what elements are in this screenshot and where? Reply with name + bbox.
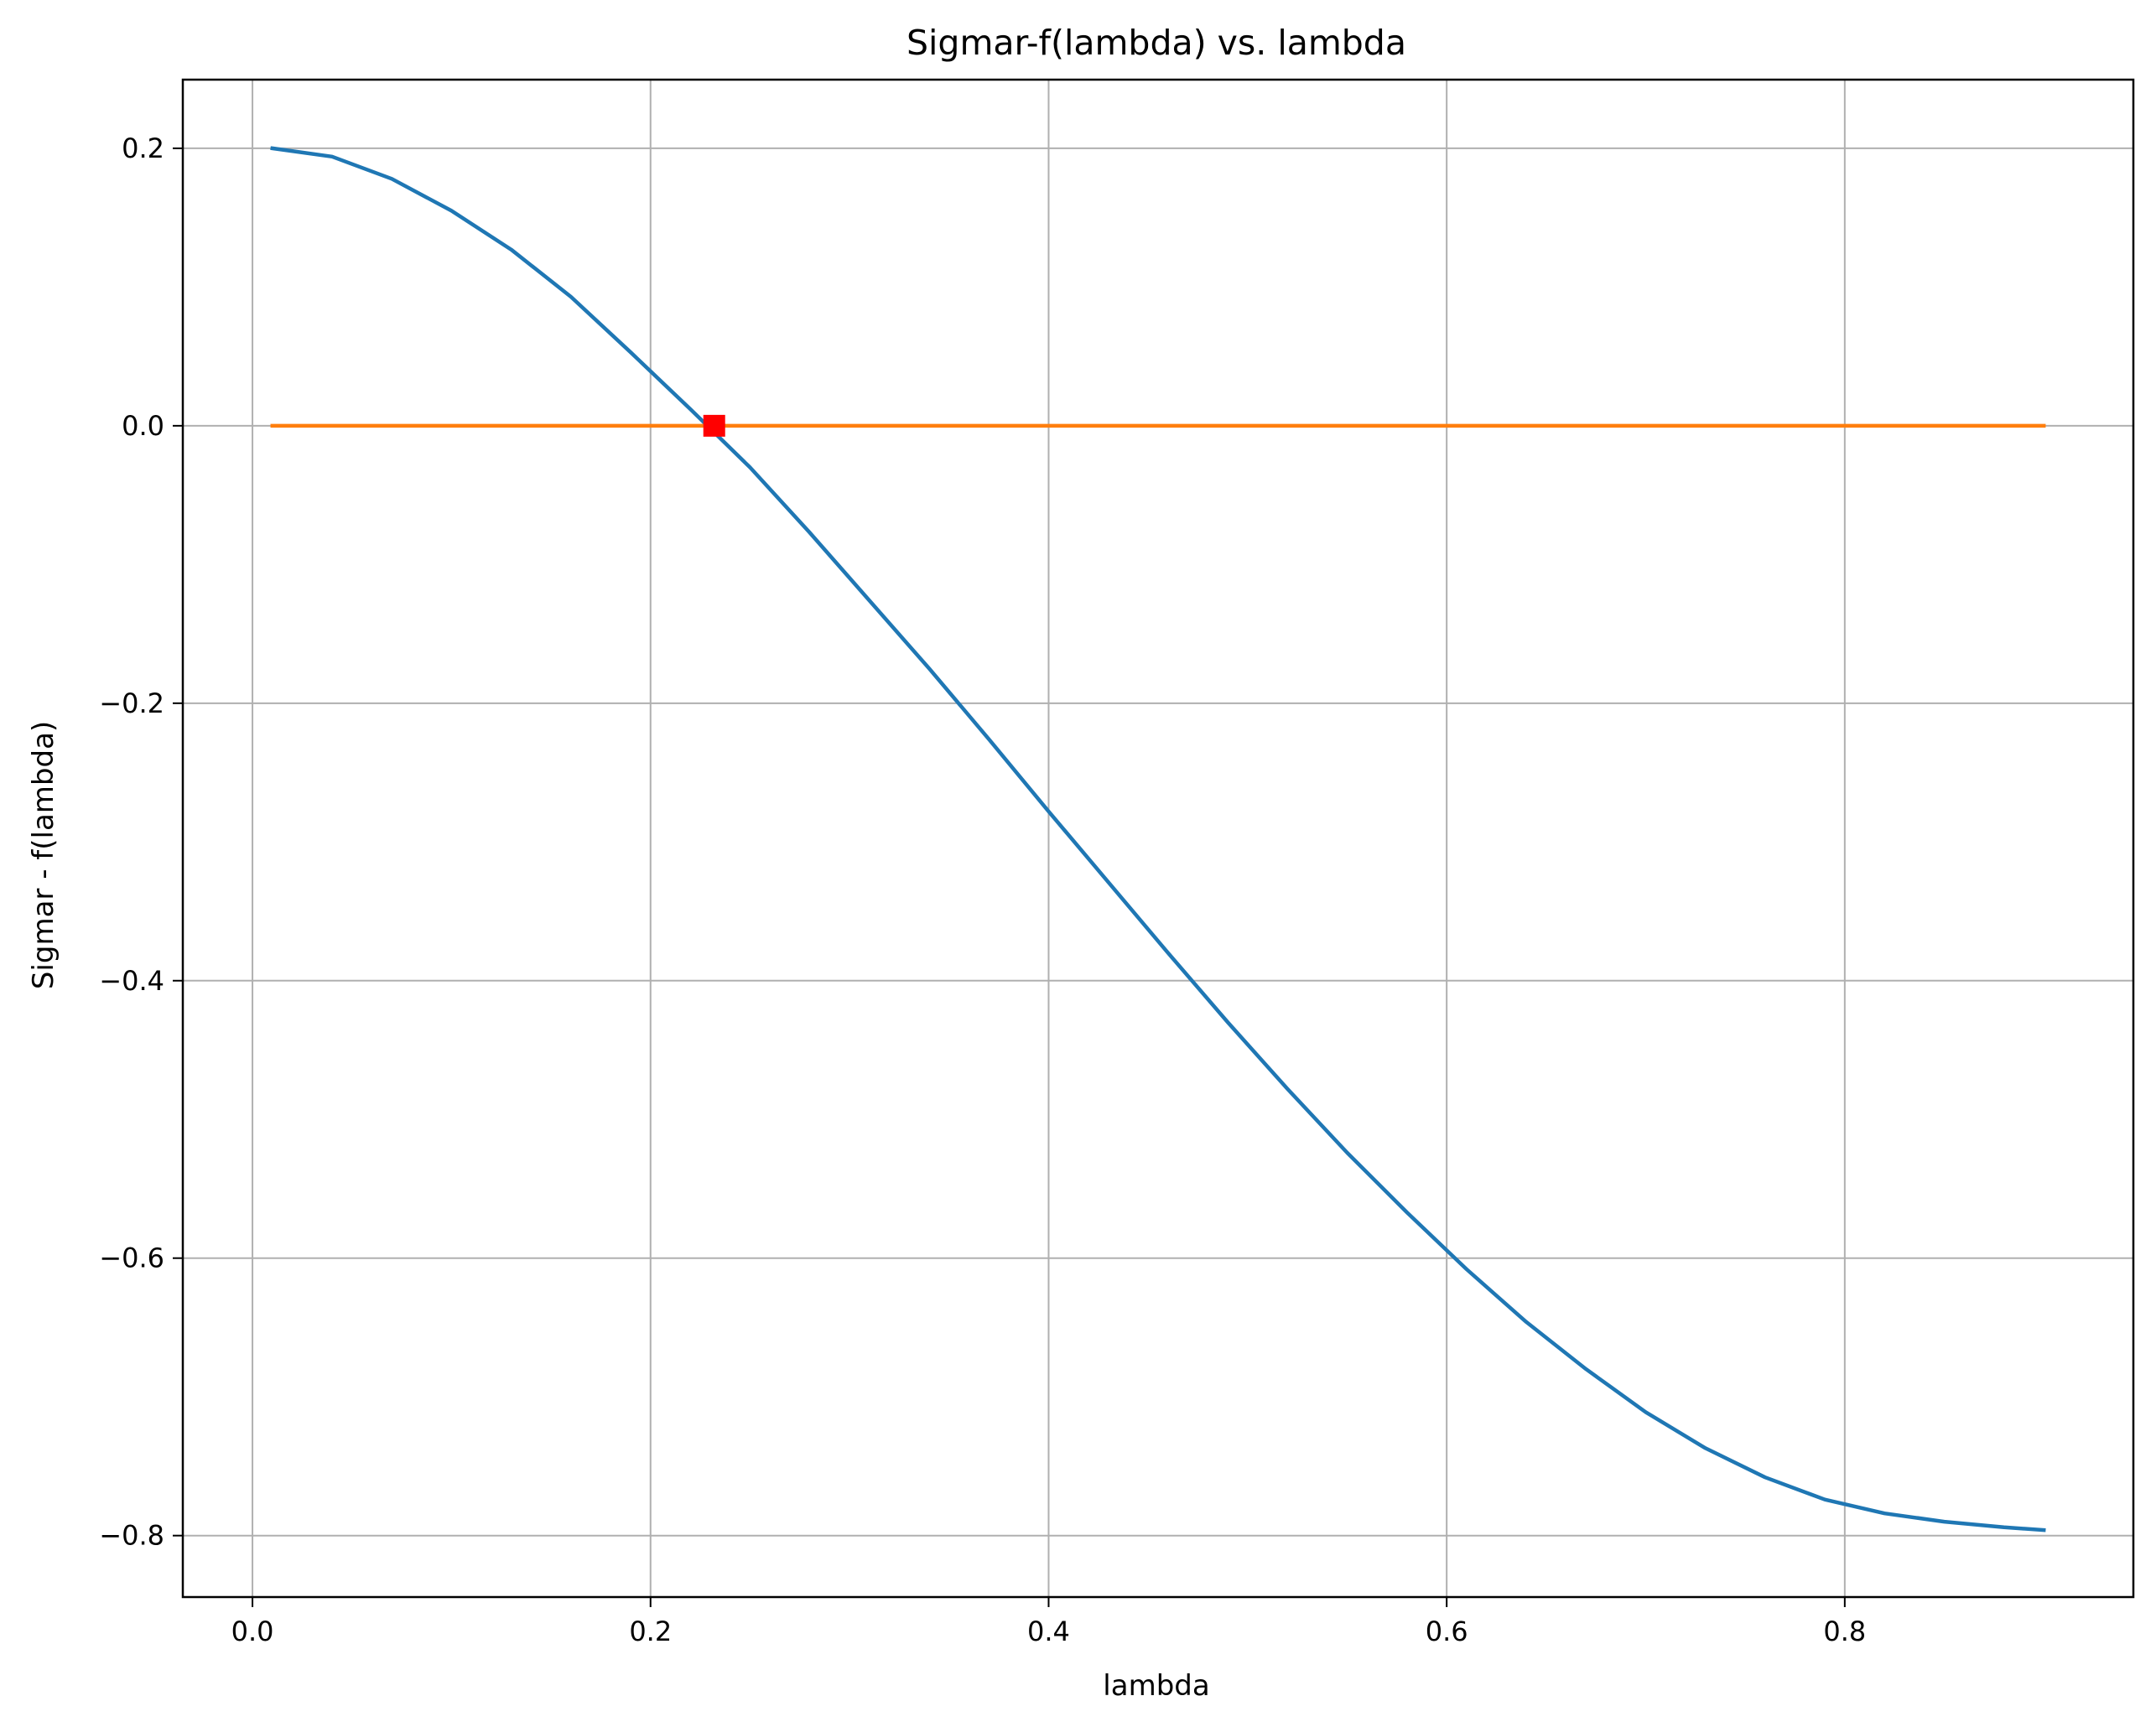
- x-tick-label: 0.8: [1823, 1615, 1866, 1647]
- y-axis-label: Sigmar - f(lambda): [27, 721, 60, 989]
- y-tick-label: −0.4: [99, 965, 164, 997]
- marker-layer: [703, 414, 725, 437]
- y-tick-label: 0.2: [122, 132, 164, 164]
- x-axis-label: lambda: [1103, 1669, 1209, 1703]
- ticks: 0.0 0.2 0.4 0.6 0.8 0.2 0.0 −0.2 −0.4 −0.6 −0.8: [99, 132, 1866, 1647]
- series-layer: [270, 146, 2046, 1533]
- y-tick-label: −0.6: [99, 1242, 164, 1274]
- plot-frame: [181, 78, 2135, 1599]
- chart-title: Sigmar-f(lambda) vs. lambda: [907, 23, 1406, 63]
- x-tick-label: 0.6: [1426, 1615, 1468, 1647]
- series-line-1: [270, 146, 2046, 1533]
- y-tick-label: 0.0: [122, 410, 164, 442]
- x-tick-label: 0.4: [1027, 1615, 1070, 1647]
- x-tick-label: 0.0: [231, 1615, 274, 1647]
- y-tick-label: −0.2: [99, 687, 164, 719]
- x-tick-label: 0.2: [629, 1615, 672, 1647]
- y-tick-label: −0.8: [99, 1520, 164, 1552]
- root-marker: [703, 414, 725, 437]
